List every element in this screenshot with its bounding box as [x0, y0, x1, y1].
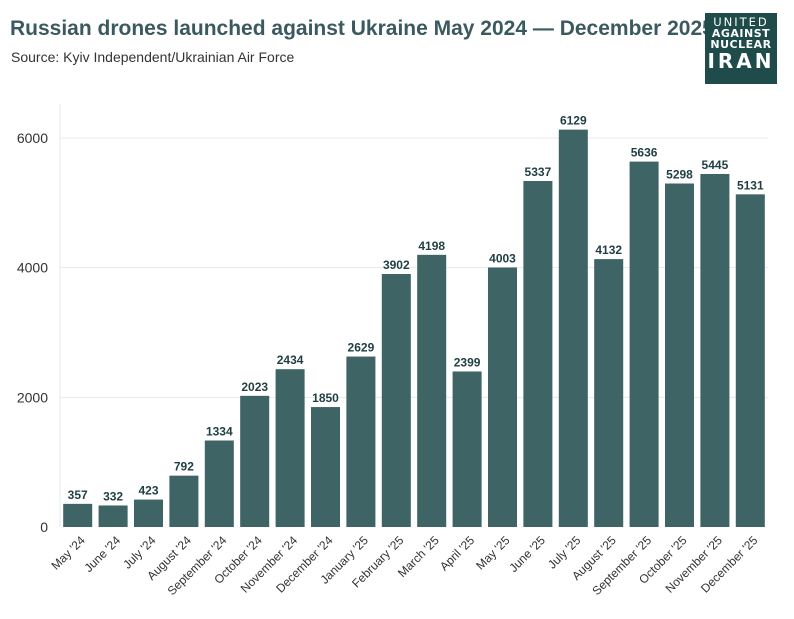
y-tick-label: 0 — [40, 519, 48, 535]
x-tick-label: June '24 — [82, 533, 124, 575]
x-tick-label: April '25 — [437, 533, 478, 574]
data-label: 2023 — [241, 380, 268, 394]
bar — [169, 475, 199, 527]
data-label: 2434 — [277, 353, 304, 367]
bar — [63, 503, 93, 527]
bar — [735, 194, 765, 528]
bar — [133, 499, 164, 527]
x-tick-label: June '25 — [506, 533, 548, 575]
data-label: 4003 — [489, 251, 516, 265]
bar — [629, 161, 659, 527]
data-label: 5636 — [631, 146, 658, 160]
bar — [487, 267, 518, 527]
data-label: 792 — [174, 460, 194, 474]
data-label-layer: 357 332 423 792 1334 2023 2434 1850 2629 3902 4198… — [68, 114, 764, 504]
uani-logo: UNITED AGAINST NUCLEAR IRAN — [705, 13, 777, 84]
bar-layer — [63, 129, 765, 528]
bar — [452, 371, 482, 527]
bar — [98, 505, 128, 527]
bar — [240, 395, 270, 527]
data-label: 357 — [68, 488, 88, 502]
data-label: 332 — [103, 489, 123, 503]
bar — [558, 129, 588, 527]
data-label: 2629 — [348, 341, 375, 355]
data-label: 5337 — [525, 165, 552, 179]
data-label: 2399 — [454, 355, 481, 369]
data-label: 4198 — [418, 239, 445, 253]
logo-line-iran: IRAN — [707, 49, 775, 73]
data-label: 3902 — [383, 258, 410, 272]
data-label: 4132 — [595, 243, 622, 257]
logo-line-against: AGAINST — [711, 27, 771, 40]
data-label: 6129 — [560, 114, 587, 128]
bar — [700, 173, 730, 528]
data-label: 1334 — [206, 425, 233, 439]
logo-line-united: UNITED — [713, 15, 769, 29]
bar — [346, 356, 376, 527]
bar — [204, 440, 234, 527]
bar — [310, 407, 341, 527]
bar — [275, 369, 305, 527]
y-tick-label: 2000 — [17, 389, 48, 405]
bar — [381, 274, 411, 527]
data-label: 423 — [138, 484, 158, 498]
chart-subtitle: Source: Kyiv Independent/Ukrainian Air F… — [11, 49, 295, 65]
data-label: 1850 — [312, 391, 339, 405]
y-tick-label: 4000 — [17, 260, 48, 276]
bar — [594, 259, 624, 527]
y-tick-label: 6000 — [17, 130, 48, 146]
data-label: 5298 — [666, 168, 693, 182]
data-label: 5445 — [702, 158, 729, 172]
bar — [417, 254, 447, 528]
logo-line-nuclear: NUCLEAR — [710, 38, 772, 51]
data-label: 5131 — [737, 178, 764, 192]
grid-layer — [59, 104, 768, 527]
bar — [523, 180, 553, 527]
bar — [664, 183, 695, 527]
chart-title: Russian drones launched against Ukraine … — [10, 17, 714, 40]
